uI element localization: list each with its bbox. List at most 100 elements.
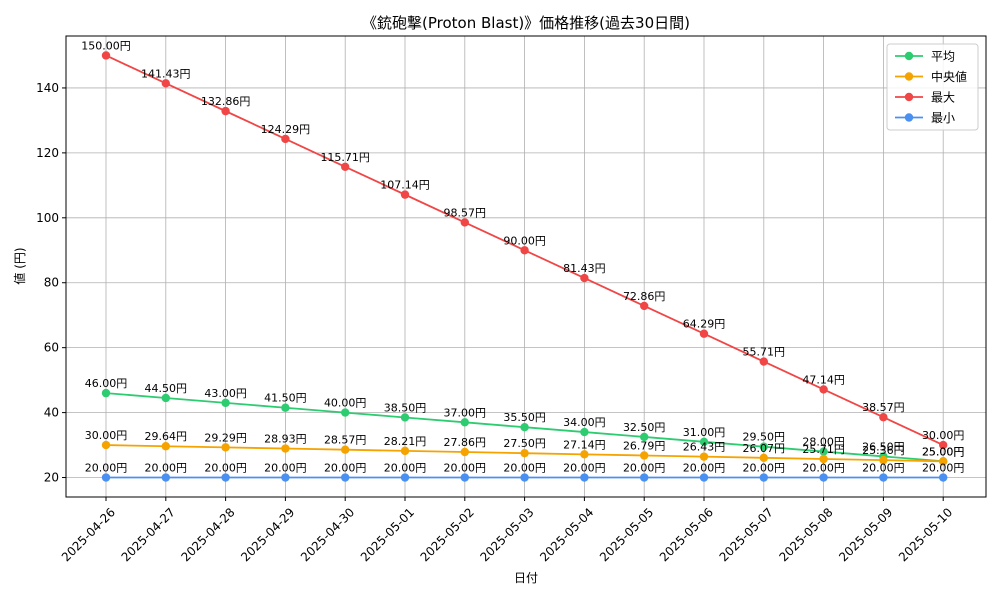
data-label: 26.43円 — [683, 441, 726, 454]
data-point — [640, 451, 649, 460]
data-label: 25.00円 — [922, 445, 965, 458]
legend-label: 平均 — [931, 50, 955, 64]
data-label: 20.00円 — [503, 462, 546, 475]
data-point — [341, 408, 350, 417]
data-point — [400, 446, 410, 456]
data-point — [400, 473, 410, 482]
data-point — [879, 455, 888, 465]
data-label: 20.00円 — [563, 462, 606, 475]
data-label: 90.00円 — [503, 234, 546, 247]
axes: 2025-04-26 2025-04-27 2025-04-28 2025-04-29… — [36, 81, 955, 564]
data-point — [221, 398, 230, 408]
legend-label: 最大 — [931, 91, 955, 105]
data-point — [161, 473, 170, 482]
data-label: 35.50円 — [503, 411, 546, 424]
data-label: 30.00円 — [922, 429, 965, 442]
data-label: 32.50円 — [623, 421, 666, 434]
data-point — [101, 51, 111, 60]
data-point — [640, 301, 649, 311]
data-label: 20.00円 — [204, 462, 247, 475]
y-tick-label: 100 — [36, 211, 59, 225]
data-point — [939, 457, 948, 466]
data-label: 37.00円 — [444, 406, 487, 419]
data-point — [699, 473, 709, 482]
data-label: 34.00円 — [563, 416, 606, 429]
data-label: 44.50円 — [145, 382, 188, 395]
data-label: 132.86円 — [201, 95, 251, 108]
data-label: 20.00円 — [683, 462, 726, 475]
x-tick-label: 2025-05-08 — [776, 505, 835, 564]
data-label: 124.29円 — [261, 123, 311, 136]
y-tick-label: 40 — [44, 406, 59, 420]
x-tick-label: 2025-05-01 — [358, 505, 417, 564]
data-point — [759, 442, 768, 451]
x-axis-label: 日付 — [514, 571, 538, 585]
data-label: 25.00円 — [922, 445, 965, 458]
data-label: 27.86円 — [444, 436, 487, 449]
data-point — [580, 473, 589, 482]
data-point — [819, 447, 828, 456]
data-point — [699, 437, 709, 447]
data-label: 31.00円 — [683, 426, 726, 439]
data-label: 38.57円 — [862, 401, 905, 414]
x-tick-label: 2025-04-27 — [119, 505, 178, 564]
y-tick-label: 20 — [44, 471, 59, 485]
data-point — [281, 444, 290, 453]
data-point — [520, 246, 529, 255]
data-point — [400, 190, 410, 199]
y-tick-label: 60 — [44, 341, 59, 355]
data-label: 64.29円 — [683, 318, 726, 331]
legend-box — [886, 43, 979, 131]
data-point — [281, 134, 290, 144]
data-point — [460, 473, 469, 482]
data-point — [879, 473, 888, 482]
data-label: 115.71円 — [320, 151, 370, 164]
data-label: 29.64円 — [145, 430, 188, 443]
data-point — [520, 448, 529, 458]
data-label: 20.00円 — [444, 462, 487, 475]
data-point — [520, 423, 529, 432]
x-tick-label: 2025-05-10 — [896, 505, 955, 564]
x-tick-label: 2025-05-04 — [537, 505, 596, 564]
x-tick-label: 2025-04-30 — [298, 505, 357, 564]
data-point — [580, 273, 589, 283]
data-point — [161, 442, 170, 451]
data-label: 20.00円 — [264, 462, 307, 475]
chart-title: 《銃砲撃(Proton Blast)》価格推移(過去30日間) — [362, 14, 690, 32]
data-label: 55.71円 — [743, 346, 786, 359]
x-tick-label: 2025-05-02 — [418, 505, 477, 564]
data-point — [939, 473, 948, 482]
legend-swatch-marker — [904, 72, 914, 81]
data-label: 43.00円 — [204, 387, 247, 400]
series-layer — [101, 51, 948, 482]
data-point — [819, 473, 828, 482]
data-label: 20.00円 — [922, 462, 965, 475]
data-point — [939, 440, 948, 450]
data-label: 20.00円 — [384, 462, 427, 475]
data-label: 26.50円 — [862, 440, 905, 453]
data-point — [221, 106, 230, 116]
data-label: 28.00円 — [802, 436, 845, 449]
x-tick-label: 2025-04-26 — [59, 505, 118, 564]
data-label: 26.07円 — [743, 442, 786, 455]
data-label: 41.50円 — [264, 392, 307, 405]
data-point — [819, 454, 828, 464]
data-point — [341, 162, 350, 172]
x-tick-label: 2025-05-05 — [597, 505, 656, 564]
data-point — [879, 413, 888, 422]
x-tick-label: 2025-05-09 — [836, 505, 895, 564]
data-point — [101, 440, 111, 450]
data-label: 46.00円 — [85, 377, 128, 390]
data-point — [400, 413, 410, 422]
legend-swatch-marker — [904, 92, 914, 102]
legend-label: 最小 — [931, 111, 955, 125]
data-point — [759, 453, 768, 463]
data-label: 25.71円 — [802, 443, 845, 456]
data-point — [341, 473, 350, 482]
data-point — [221, 443, 230, 452]
data-label: 25.36円 — [862, 444, 905, 457]
data-label: 38.50円 — [384, 401, 427, 414]
data-point — [161, 393, 170, 403]
